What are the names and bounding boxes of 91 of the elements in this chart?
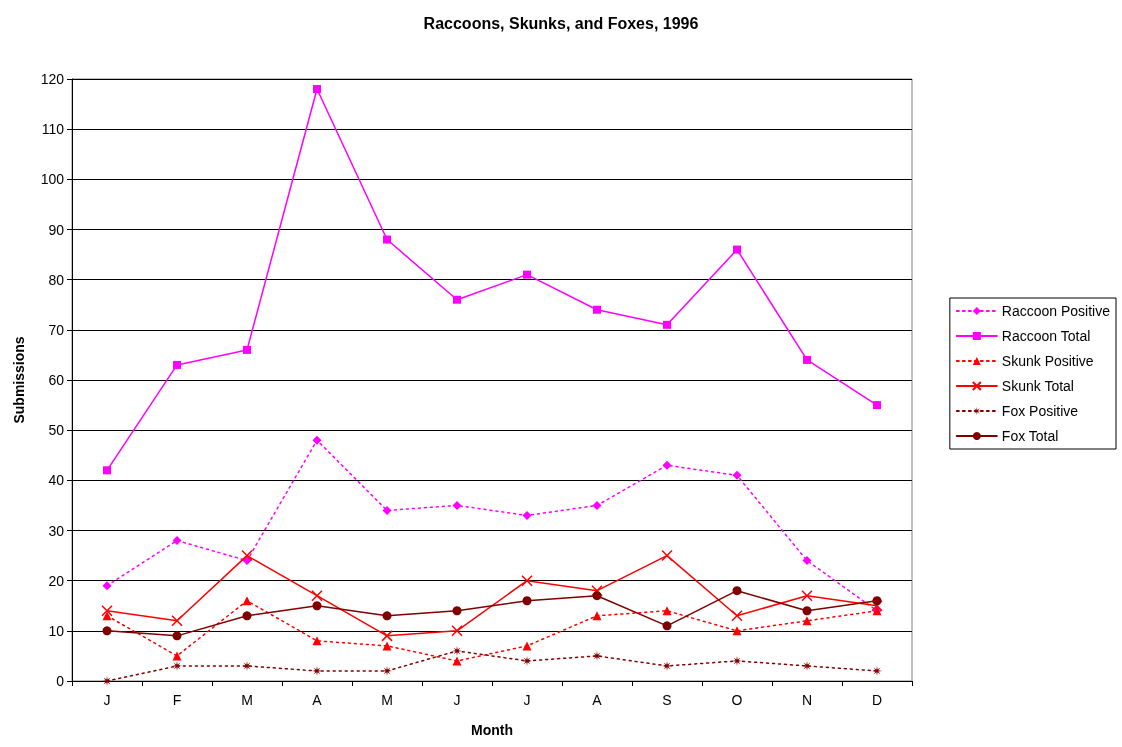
x-tick-label: D	[871, 692, 883, 708]
point	[312, 601, 322, 611]
point	[103, 466, 111, 475]
point	[101, 605, 113, 617]
point	[522, 641, 532, 651]
legend-label: Raccoon Positive	[1001, 303, 1111, 319]
point	[522, 596, 532, 606]
x-tick-label: J	[103, 692, 111, 708]
x-axis-title: Month	[471, 722, 513, 738]
x-tick-label: M	[381, 692, 393, 708]
y-tick-label: 70	[48, 321, 65, 338]
point	[801, 589, 813, 602]
point	[172, 651, 182, 661]
point	[592, 611, 602, 621]
point	[172, 536, 182, 546]
x-tick-label: M	[241, 692, 253, 708]
point	[312, 636, 322, 646]
point	[733, 245, 741, 254]
point	[802, 556, 812, 566]
x-tick-label: S	[662, 692, 672, 708]
legend-label: Fox Total	[1001, 428, 1059, 444]
point	[593, 305, 601, 314]
x-tick-label: F	[172, 692, 182, 708]
point	[732, 470, 742, 480]
point	[102, 626, 112, 636]
point	[661, 549, 673, 562]
y-tick-label: 0	[56, 673, 65, 689]
x-tick-label: A	[312, 692, 323, 708]
y-tick-label: 90	[48, 221, 65, 238]
point	[453, 295, 461, 304]
point	[662, 606, 672, 616]
x-tick-label: J	[453, 692, 461, 708]
point	[872, 596, 882, 606]
point	[591, 584, 603, 597]
y-tick-label: 120	[40, 71, 65, 87]
point	[382, 641, 392, 651]
chart-title: Raccoons, Skunks, and Foxes, 1996	[423, 14, 699, 32]
point	[311, 589, 323, 602]
y-axis-title: Submissions	[11, 336, 27, 424]
point	[242, 596, 252, 606]
point	[663, 320, 671, 329]
point	[452, 500, 462, 510]
point	[873, 401, 881, 410]
point	[731, 610, 743, 622]
point	[802, 606, 812, 616]
y-tick-label: 100	[40, 171, 65, 188]
x-tick-label: O	[731, 692, 743, 708]
point	[173, 360, 181, 369]
point	[382, 611, 392, 621]
y-tick-label: 110	[41, 121, 65, 138]
point	[452, 606, 462, 616]
legend-label: Skunk Total	[1001, 378, 1074, 394]
x-tick-label: J	[523, 692, 531, 708]
y-tick-label: 50	[48, 422, 65, 439]
point	[732, 626, 742, 636]
point	[592, 500, 602, 510]
point	[523, 270, 531, 279]
point	[171, 615, 183, 627]
y-tick-label: 30	[48, 522, 65, 539]
point	[732, 586, 742, 596]
point	[312, 435, 322, 445]
point	[662, 621, 672, 631]
y-tick-label: 40	[48, 472, 65, 489]
point	[662, 460, 672, 470]
y-tick-label: 80	[48, 271, 65, 288]
point	[243, 345, 251, 354]
point	[313, 85, 321, 94]
point	[592, 591, 602, 601]
point	[102, 581, 112, 591]
point	[803, 355, 811, 364]
point	[102, 611, 112, 621]
point	[381, 630, 393, 642]
x-tick-label: A	[592, 692, 603, 708]
y-tick-label: 20	[48, 572, 65, 589]
y-tick-label: 60	[48, 372, 65, 388]
point	[522, 510, 532, 520]
point	[802, 616, 812, 626]
point	[382, 505, 392, 515]
y-tick-label: 10	[48, 622, 65, 639]
point	[242, 611, 252, 621]
point	[172, 631, 182, 641]
point	[871, 600, 883, 612]
legend-label: Fox Positive	[1001, 403, 1079, 419]
x-tick-label: N	[801, 692, 813, 708]
point	[241, 549, 253, 562]
point	[452, 656, 462, 666]
point	[383, 235, 391, 244]
legend-label: Raccoon Total	[1001, 328, 1091, 344]
legend-label: Skunk Positive	[1001, 353, 1094, 369]
point	[451, 625, 463, 637]
point	[521, 574, 533, 587]
